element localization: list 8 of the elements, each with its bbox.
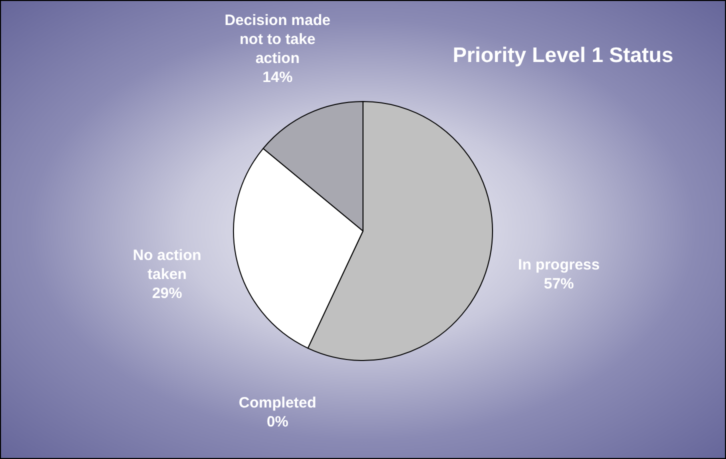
category-label: Completed xyxy=(238,394,316,412)
text: 0% xyxy=(266,413,288,430)
data-label: 14% xyxy=(262,69,293,86)
data-label: 57% xyxy=(544,275,574,292)
slice-label: Decision made not to take action xyxy=(224,12,330,68)
data-label: 29% xyxy=(152,284,182,302)
text: Priority Level 1 Status xyxy=(452,44,674,67)
slice-label: No action taken xyxy=(132,246,202,283)
